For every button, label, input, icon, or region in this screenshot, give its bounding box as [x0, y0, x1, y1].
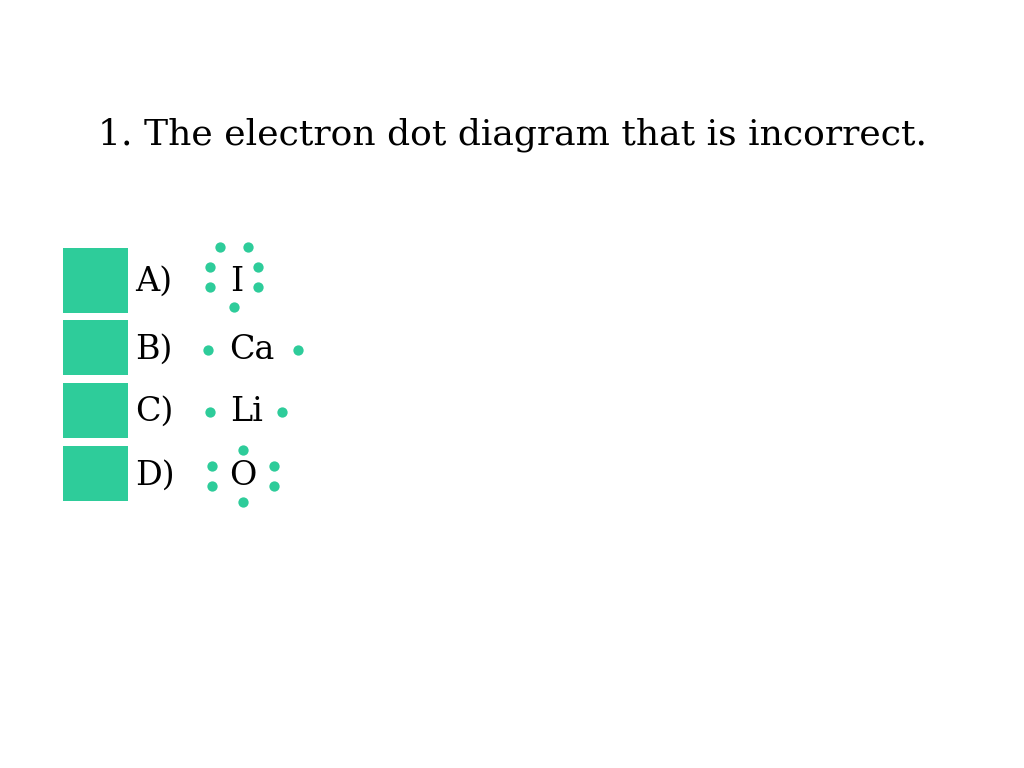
Point [204, 480, 220, 492]
Text: B): B) [135, 334, 172, 366]
Bar [63, 446, 128, 501]
Text: Li: Li [230, 396, 263, 428]
Point [250, 261, 266, 273]
Text: C): C) [135, 396, 173, 428]
Point [266, 480, 283, 492]
Bar [63, 320, 128, 375]
Point [226, 301, 243, 313]
Text: I: I [230, 266, 244, 298]
Text: Ca: Ca [229, 334, 274, 366]
Point [250, 281, 266, 293]
Point [200, 344, 216, 356]
Point [202, 406, 218, 418]
Text: O: O [229, 460, 257, 492]
Point [266, 460, 283, 472]
Point [204, 460, 220, 472]
Point [234, 496, 251, 508]
Point [212, 241, 228, 253]
Point [202, 261, 218, 273]
Text: D): D) [135, 460, 175, 492]
Point [234, 444, 251, 456]
Point [202, 281, 218, 293]
Bar [63, 383, 128, 438]
Bar [63, 248, 128, 313]
Point [240, 241, 256, 253]
Text: A): A) [135, 266, 172, 298]
Point [273, 406, 290, 418]
Point [290, 344, 306, 356]
Text: 1. The electron dot diagram that is incorrect.: 1. The electron dot diagram that is inco… [97, 118, 927, 152]
